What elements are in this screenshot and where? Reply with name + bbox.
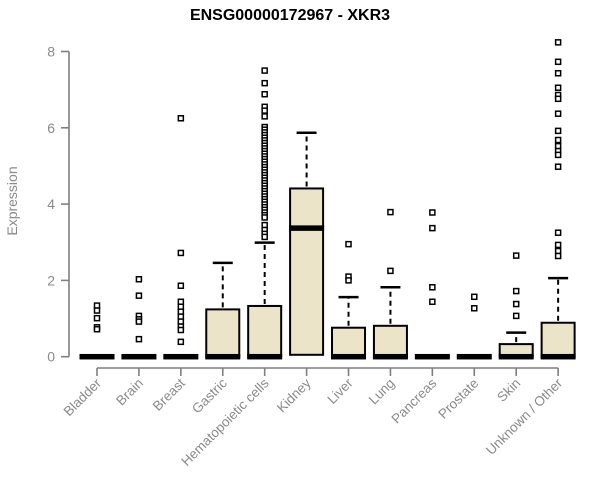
outlier-point xyxy=(135,335,143,343)
outlier-point xyxy=(93,307,101,314)
box-liver xyxy=(331,240,367,360)
box-lung xyxy=(372,208,408,360)
y-tick-label: 6 xyxy=(47,120,55,136)
outlier-point xyxy=(93,325,101,333)
outlier-point xyxy=(135,318,143,325)
x-category-label: Brain xyxy=(113,376,146,409)
outlier-point xyxy=(261,214,268,221)
box-bladder xyxy=(79,302,115,360)
outlier-point xyxy=(512,287,520,295)
outlier-point xyxy=(177,115,185,122)
outlier-point xyxy=(135,276,143,283)
outlier-point xyxy=(429,284,436,291)
outlier-point xyxy=(512,312,520,320)
outlier-point xyxy=(554,252,562,260)
outlier-point xyxy=(554,39,562,46)
x-category-label: Pancreas xyxy=(389,375,440,426)
outlier-point xyxy=(429,224,436,232)
outlier-point xyxy=(261,233,268,241)
outlier-point xyxy=(177,338,185,346)
outlier-point xyxy=(554,58,562,66)
y-tick-label: 2 xyxy=(47,272,55,288)
x-category-label: Kidney xyxy=(274,375,314,415)
outlier-point xyxy=(261,79,268,87)
outlier-point xyxy=(345,277,352,284)
outlier-point xyxy=(554,136,562,144)
x-category-label: Liver xyxy=(324,375,356,407)
outlier-point xyxy=(554,69,562,77)
outlier-point xyxy=(554,84,562,91)
box-prostate xyxy=(456,293,492,360)
outlier-point xyxy=(261,107,268,114)
y-axis: 0 2 4 6 8 xyxy=(47,44,70,365)
outlier-point xyxy=(177,326,185,334)
outlier-point xyxy=(554,229,562,236)
y-tick-label: 8 xyxy=(47,44,55,60)
box-kidney xyxy=(289,131,325,356)
y-tick-label: 0 xyxy=(47,349,55,365)
outlier-point xyxy=(554,110,562,117)
outlier-point xyxy=(471,304,478,312)
x-category-label: Gastric xyxy=(189,375,230,416)
box-unknown-other xyxy=(540,39,576,360)
x-category-label: Prostate xyxy=(435,376,481,422)
outlier-point xyxy=(512,252,520,259)
x-category-label: Skin xyxy=(494,376,523,405)
x-category-label: Bladder xyxy=(61,375,105,419)
outlier-point xyxy=(471,293,478,301)
x-category-label: Unknown / Other xyxy=(483,375,566,458)
outlier-point xyxy=(177,249,185,257)
outlier-point xyxy=(554,95,562,103)
outlier-point xyxy=(554,163,562,170)
outlier-point xyxy=(177,282,185,289)
outlier-point xyxy=(261,90,268,98)
box-breast xyxy=(163,115,199,360)
x-category-label: Breast xyxy=(150,375,188,413)
outlier-point xyxy=(554,151,562,159)
box-hematopoietic-cells xyxy=(247,67,283,360)
outlier-point xyxy=(554,127,562,135)
outlier-point xyxy=(429,209,436,216)
outlier-point xyxy=(387,267,394,275)
box-skin xyxy=(498,252,534,360)
outlier-point xyxy=(345,240,352,248)
outlier-point xyxy=(135,292,143,299)
outlier-point xyxy=(512,300,520,308)
outlier-point xyxy=(429,298,436,306)
y-tick-label: 4 xyxy=(47,196,55,212)
box-pancreas xyxy=(414,209,450,360)
box-gastric xyxy=(205,261,241,360)
outlier-point xyxy=(261,113,268,120)
chart-title: ENSG00000172967 - XKR3 xyxy=(189,7,391,24)
outlier-point xyxy=(93,314,101,322)
outlier-point xyxy=(261,67,268,74)
outlier-point xyxy=(387,208,394,216)
outlier-point xyxy=(554,241,562,249)
box-brain xyxy=(121,276,157,360)
x-category-label: Lung xyxy=(366,376,398,408)
